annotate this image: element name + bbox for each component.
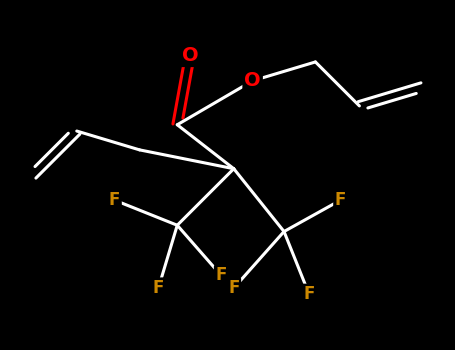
- Text: O: O: [244, 71, 261, 90]
- Text: F: F: [216, 266, 227, 285]
- Text: F: F: [335, 191, 346, 209]
- Text: F: F: [228, 279, 239, 297]
- Text: O: O: [182, 46, 198, 65]
- Text: F: F: [153, 279, 164, 297]
- Text: F: F: [303, 285, 315, 303]
- Text: F: F: [109, 191, 120, 209]
